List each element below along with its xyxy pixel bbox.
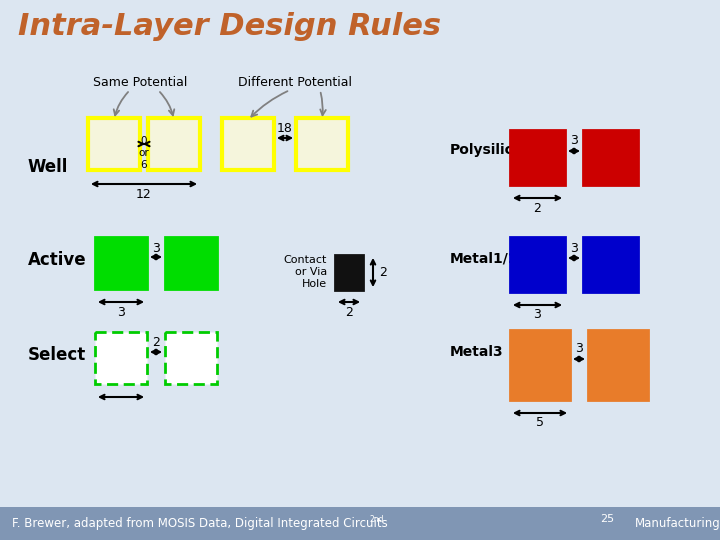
Text: Manufacturing: Manufacturing [635,517,720,530]
Bar [583,130,638,185]
Bar [510,130,565,185]
Bar [335,255,363,290]
Text: Polysilicon: Polysilicon [450,143,534,157]
Text: Intra-Layer Design Rules: Intra-Layer Design Rules [18,12,441,41]
Text: Same Potential: Same Potential [93,77,187,90]
Text: 3: 3 [570,241,578,254]
Bar [95,332,147,384]
Text: 3: 3 [533,308,541,321]
Text: 2: 2 [533,201,541,214]
Bar [510,330,570,400]
Bar [588,330,648,400]
Bar [88,118,140,170]
Bar [148,118,200,170]
Text: 5: 5 [536,416,544,429]
Bar [222,118,274,170]
Text: Active: Active [28,251,86,269]
Bar [95,237,147,289]
Text: 3: 3 [570,134,578,147]
Text: Metal3: Metal3 [450,345,503,359]
Text: 2: 2 [152,335,160,348]
Text: F. Brewer, adapted from MOSIS Data, Digital Integrated Circuits: F. Brewer, adapted from MOSIS Data, Digi… [12,517,388,530]
Bar [510,237,565,292]
Text: 25: 25 [600,514,614,524]
Bar [165,332,217,384]
Bar [165,237,217,289]
Text: Metal1/2: Metal1/2 [450,251,518,265]
Text: Select: Select [28,346,86,364]
Text: 2: 2 [345,306,353,319]
Text: Contact
or Via
Hole: Contact or Via Hole [284,255,327,288]
Bar [296,118,348,170]
Text: Well: Well [28,158,68,176]
Text: 12: 12 [136,187,152,200]
Bar [583,237,638,292]
Text: 3: 3 [117,306,125,319]
Text: 2nd: 2nd [370,516,384,524]
Text: Different Potential: Different Potential [238,77,352,90]
Text: 0
or
6: 0 or 6 [139,137,149,170]
Text: 2: 2 [379,266,387,279]
Text: 18: 18 [277,122,293,134]
Bar [0,507,720,540]
Text: 3: 3 [575,342,583,355]
Text: 3: 3 [152,241,160,254]
